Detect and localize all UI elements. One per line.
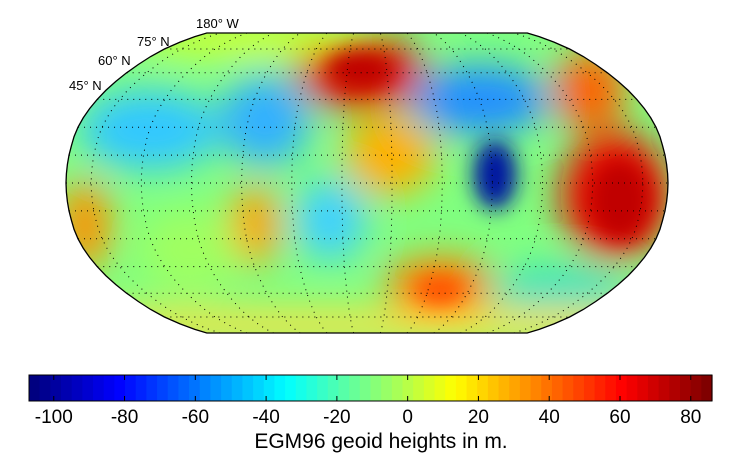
colorbar-cell — [498, 375, 510, 401]
colorbar-cell — [583, 375, 596, 401]
colorbar-cell — [103, 375, 115, 401]
colorbar-tick-label: -40 — [252, 407, 279, 428]
geoid-map — [66, 33, 668, 333]
colorbar-cell — [509, 375, 521, 401]
meridian-line — [460, 33, 544, 333]
label-75n: 75° N — [137, 34, 170, 49]
colorbar-cell — [690, 375, 702, 401]
colorbar-cell — [594, 375, 606, 401]
colorbar-tick-label: -20 — [323, 407, 350, 428]
colorbar-label: EGM96 geoid heights in m. — [254, 430, 507, 453]
colorbar-tick-label: 60 — [609, 407, 630, 428]
colorbar-cell — [615, 375, 628, 401]
meridian-line — [90, 33, 221, 333]
colorbar-cell — [210, 375, 222, 401]
colorbar-frame — [28, 374, 713, 402]
colorbar-cell — [647, 375, 660, 401]
colorbar-cell — [381, 375, 393, 401]
colorbar-cell — [445, 375, 457, 401]
colorbar-tick-label: -100 — [35, 407, 73, 428]
colorbar-cell — [413, 375, 425, 401]
colorbar-cell — [370, 375, 382, 401]
colorbar-cell — [221, 375, 233, 401]
colorbar-cell — [637, 375, 649, 401]
colorbar-tick-label: -60 — [182, 407, 209, 428]
colorbar-tick-label: 20 — [468, 407, 489, 428]
meridian-line — [291, 33, 328, 333]
colorbar-cell — [477, 375, 489, 401]
colorbar-cell — [519, 375, 532, 401]
colorbar-cell — [71, 375, 83, 401]
meridian-line — [486, 33, 594, 333]
colorbar-cell — [199, 375, 212, 401]
meridian-line — [513, 33, 644, 333]
map-outline — [65, 32, 669, 334]
label-45n: 45° N — [69, 78, 102, 93]
colorbar-cell — [242, 375, 254, 401]
colorbar-cell — [434, 375, 446, 401]
colorbar-cell — [39, 375, 51, 401]
colorbar-cell — [562, 375, 574, 401]
colorbar-cell — [61, 375, 73, 401]
colorbar-cell — [626, 375, 638, 401]
colorbar-cell — [701, 375, 713, 401]
colorbar-cell — [295, 375, 308, 401]
colorbar-cell — [114, 375, 126, 401]
colorbar-cell — [359, 375, 372, 401]
colorbar-tick-label: -80 — [111, 407, 138, 428]
colorbar-cell — [391, 375, 404, 401]
meridian-line — [341, 33, 355, 333]
colorbar-cell — [146, 375, 158, 401]
colorbar-cell — [487, 375, 500, 401]
colorbar-cell — [82, 375, 94, 401]
meridian-line — [379, 33, 393, 333]
colorbar-tick-label: 80 — [680, 407, 701, 428]
colorbar-cell — [189, 375, 201, 401]
colorbar-cell — [285, 375, 297, 401]
colorbar-cell — [167, 375, 180, 401]
colorbar-cell — [274, 375, 286, 401]
colorbar-cell — [541, 375, 553, 401]
colorbar-cell — [125, 375, 137, 401]
colorbar-cell — [455, 375, 468, 401]
meridian-line — [140, 33, 248, 333]
colorbar-cell — [327, 375, 340, 401]
colorbar — [29, 375, 713, 401]
colorbar-cell — [679, 375, 692, 401]
colorbar-cell — [50, 375, 62, 401]
colorbar-cell — [605, 375, 617, 401]
colorbar-cell — [317, 375, 329, 401]
colorbar-cell — [669, 375, 681, 401]
colorbar-cell — [573, 375, 585, 401]
meridian-line — [190, 33, 274, 333]
colorbar-cell — [93, 375, 105, 401]
colorbar-cell — [466, 375, 478, 401]
colorbar-cell — [253, 375, 265, 401]
colorbar-cell — [135, 375, 147, 401]
colorbar-cell — [263, 375, 276, 401]
colorbar-cell — [29, 375, 41, 401]
colorbar-cell — [157, 375, 169, 401]
colorbar-ticks: -100 -80 -60 -40 -20 0 20 40 60 80 — [35, 375, 701, 428]
colorbar-cell — [551, 375, 564, 401]
colorbar-cell — [423, 375, 436, 401]
colorbar-cell — [338, 375, 350, 401]
colorbar-cell — [530, 375, 542, 401]
colorbar-cell — [306, 375, 318, 401]
colorbar-cell — [231, 375, 244, 401]
colorbar-cell — [658, 375, 670, 401]
graticule — [66, 33, 668, 333]
colorbar-tick-label: 40 — [539, 407, 560, 428]
meridian-line — [406, 33, 443, 333]
colorbar-tick-label: 0 — [402, 407, 413, 428]
label-60n: 60° N — [98, 53, 131, 68]
colorbar-cell — [349, 375, 361, 401]
label-180w: 180° W — [196, 16, 240, 31]
colorbar-cell — [402, 375, 414, 401]
colorbar-cell — [178, 375, 190, 401]
